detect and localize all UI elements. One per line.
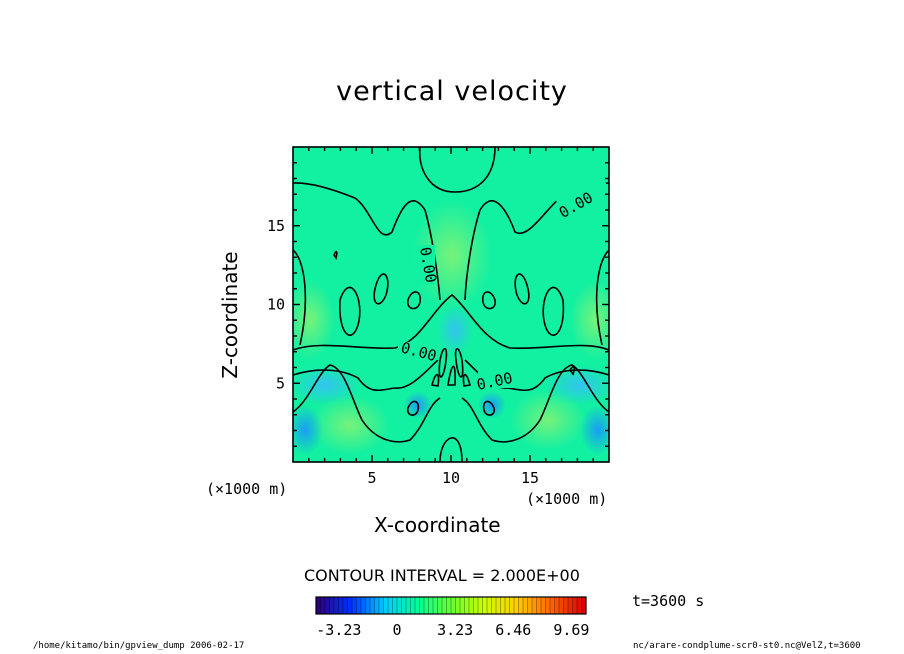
- z-axis-unit: (×1000 m): [206, 480, 288, 498]
- x-tick-label: 10: [442, 469, 460, 487]
- footer-data-source: nc/arare-condplume-scr0-st0.nc@VelZ,t=36…: [633, 641, 861, 651]
- colorbar-swatch: [514, 597, 519, 614]
- colorbar-swatch: [410, 597, 416, 614]
- colorbar-swatch: [379, 597, 384, 614]
- colorbar-swatch: [568, 597, 573, 614]
- colorbar-swatch: [392, 597, 398, 614]
- colorbar-swatch: [374, 597, 380, 614]
- colorbar-swatch: [581, 597, 587, 614]
- colorbar-tick-label: 0: [392, 621, 402, 639]
- colorbar-swatch: [334, 597, 339, 614]
- colorbar-swatch: [541, 597, 546, 614]
- colorbar-swatch: [325, 597, 330, 614]
- colorbar-swatch: [352, 597, 357, 614]
- colorbar-swatch: [532, 597, 537, 614]
- time-label: t=3600 s: [632, 592, 705, 610]
- colorbar-swatch: [320, 597, 326, 614]
- colorbar-swatch: [406, 597, 411, 614]
- colorbar-swatch: [559, 597, 564, 614]
- colorbar-swatch: [545, 597, 551, 614]
- colorbar-swatch: [442, 597, 447, 614]
- colorbar-swatch: [482, 597, 488, 614]
- colorbar-swatch: [509, 597, 515, 614]
- contour-interval-label: CONTOUR INTERVAL = 2.000E+00: [304, 566, 580, 585]
- colorbar-swatch: [329, 597, 335, 614]
- x-tick-label: 5: [367, 469, 376, 487]
- colorbar-swatch: [343, 597, 348, 614]
- colorbar-swatch: [370, 597, 375, 614]
- colorbar-swatch: [365, 597, 371, 614]
- colorbar-swatch: [361, 597, 366, 614]
- colorbar-tick-label: 3.23: [437, 621, 474, 639]
- colorbar-tick-label: -3.23: [316, 621, 362, 639]
- colorbar-swatch: [478, 597, 483, 614]
- colorbar-swatch: [577, 597, 582, 614]
- colorbar-swatch: [455, 597, 461, 614]
- colorbar-swatch: [469, 597, 474, 614]
- colorbar-swatch: [550, 597, 555, 614]
- contour-label-mid-vertical: 0.00: [416, 246, 440, 285]
- colorbar-swatch: [437, 597, 443, 614]
- colorbar-swatch: [500, 597, 506, 614]
- x-axis-unit: (×1000 m): [526, 490, 608, 508]
- contour-lines: [293, 147, 609, 462]
- colorbar-swatch: [491, 597, 497, 614]
- colorbar-swatch: [473, 597, 479, 614]
- colorbar-swatch: [563, 597, 569, 614]
- colorbar-swatch: [523, 597, 528, 614]
- colorbar-swatch: [388, 597, 393, 614]
- y-tick-label: 5: [276, 374, 285, 392]
- colorbar-swatch: [527, 597, 533, 614]
- x-axis-label: X-coordinate: [374, 513, 501, 537]
- colorbar: [315, 596, 587, 615]
- colorbar-swatch: [433, 597, 438, 614]
- axis-ticks: [293, 147, 609, 462]
- colorbar-tick-label: 6.46: [495, 621, 532, 639]
- colorbar-swatch: [347, 597, 353, 614]
- colorbar-swatch: [424, 597, 429, 614]
- colorbar-swatch: [572, 597, 578, 614]
- y-tick-label: 15: [267, 217, 285, 235]
- colorbar-swatch: [316, 597, 321, 614]
- colorbar-swatch: [338, 597, 344, 614]
- colorbar-swatch: [446, 597, 452, 614]
- colorbar-swatch: [401, 597, 407, 614]
- colorbar-swatch: [415, 597, 420, 614]
- colorbar-swatch: [383, 597, 389, 614]
- colorbar-swatch: [397, 597, 402, 614]
- colorbar-tick-label: 9.69: [553, 621, 590, 639]
- colorbar-swatch: [554, 597, 560, 614]
- colorbar-swatch: [496, 597, 501, 614]
- colorbar-swatch: [505, 597, 510, 614]
- x-tick-label: 15: [521, 469, 539, 487]
- contour-labels: 0.00 0.00 0.00 0.00: [398, 171, 609, 394]
- colorbar-frame: [315, 596, 587, 615]
- colorbar-swatch: [451, 597, 456, 614]
- colorbar-swatch: [536, 597, 542, 614]
- colorbar-swatch: [460, 597, 465, 614]
- colorbar-swatch: [487, 597, 492, 614]
- colorbar-swatch: [419, 597, 425, 614]
- footer-script-path: /home/kitamo/bin/gpview_dump 2006-02-17: [33, 641, 245, 651]
- colorbar-swatch: [356, 597, 362, 614]
- colorbar-swatch: [428, 597, 434, 614]
- chart-title: vertical velocity: [336, 76, 568, 107]
- colorbar-swatch: [518, 597, 524, 614]
- y-axis-label: Z-coordinate: [218, 251, 242, 379]
- colorbar-swatch: [464, 597, 470, 614]
- y-tick-label: 10: [267, 296, 285, 314]
